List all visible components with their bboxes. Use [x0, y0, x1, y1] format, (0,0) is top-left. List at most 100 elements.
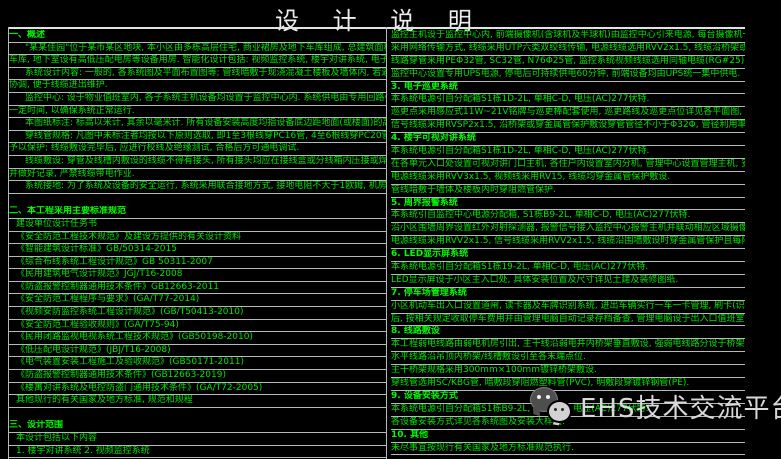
note-row: 本系统电源引自分配箱S1栋1D-2L, 单相C-D, 电压(AC)277伏特. [391, 94, 745, 108]
note-row: 《安全防范工程程序与要求》(GA/T77-2014) [9, 294, 386, 308]
note-row: 车库, 地下室设有高低压配电房等设备用房. 智能化设计包括: 视频监控系统, 楼… [9, 55, 386, 68]
note-row: 线路穿管采用PEΦ32管, SC32管, N76Φ25管, 监控系统视频线缆选用… [391, 56, 745, 69]
note-text: 本设计包括以下内容 [16, 433, 98, 443]
note-text: 穿线管选用SC/KBG管, 暗敷段穿阻燃塑料管(PVC), 明敷段穿镀锌钢管(P… [391, 378, 690, 389]
section-header-row: 4. 楼宇可视对讲系统 [391, 133, 745, 147]
note-row: 1. 楼宇对讲系统 2. 视频监控系统 [9, 446, 386, 459]
note-text: 水平线路沿吊顶内桥架/线槽敷设引至各末端点位. [391, 352, 586, 363]
note-text: 《电气装置安装工程施工及验收规范》(GB50171-2011) [16, 357, 244, 368]
note-row [9, 408, 386, 421]
note-text: LED显示屏设于小区主入口处, 具体安装位置及尺寸详见土建及装修图纸. [391, 274, 679, 285]
note-text: 9. 设备安装方式 [391, 390, 458, 401]
note-text: 本系统电源引自分配箱S1栋B9-2L, 单相C-D, 电压(AC)277伏特. [391, 403, 649, 414]
note-text: 小区机动车出入口设置道闸, 读卡器及车牌识别系统, 进出车辆实行一车一卡管理, … [391, 300, 745, 311]
note-row: 巡更点采用感应式11W~21V铭牌与巡更棒配套使用, 巡更路线及巡更点位详见各平… [391, 107, 745, 121]
note-row: 协调, 便于线缆进出维护. [9, 80, 386, 93]
note-text: 《低压配电设计规范》(JBJ/T16-2008) [16, 344, 171, 355]
section-header-row: 6. LED显示屏系统 [391, 249, 745, 263]
column-divider-line [386, 27, 387, 459]
note-row: 小区机动车出入口设置道闸, 读卡器及车牌识别系统, 进出车辆实行一车一卡管理, … [391, 301, 745, 314]
note-text: 《防盗报警控制器通用技术条件》GB12663-2011 [16, 281, 219, 292]
note-text: 车库, 地下室设有高低压配电房等设备用房. 智能化设计包括: 视频监控系统, 楼… [9, 55, 386, 66]
note-text: 采用网络传输方式, 线缆采用UTP六类双绞线传输, 电源线缆选用RVV2x1.5… [391, 42, 745, 53]
note-row: 电源线缆采用RVV2x1.5, 信号线缆采用RVV2x1.5, 线缆沿围墙敷设时… [391, 236, 745, 250]
note-text: 予以保护; 线缆敷设完毕后, 应进行校线及绝缘测试, 合格后方可通电调试. [9, 143, 300, 154]
note-text: 1. 楼宇对讲系统 2. 视频监控系统 [16, 445, 150, 456]
note-text: 建设单位设计任务书 [16, 218, 98, 229]
note-row: 本系统电源引自分配箱S1栋1D-2L, 单相C-D, 电压(AC)277伏特. [391, 146, 745, 159]
note-text: 主干桥架规格采用300mm×100mm镀锌桥架敷设. [391, 365, 597, 376]
note-row: 系统接地: 为了系统及设备的安全运行, 系统采用联合接地方式, 接地电阻不大于1… [9, 181, 386, 194]
note-row: 本图纸标注: 标高以米计, 其余以毫米计. 所有设备安装高度均指设备底边距地面(… [9, 118, 386, 131]
section-header-row: 3. 电子巡更系统 [391, 82, 745, 95]
section-header-row: 8. 线路敷设 [391, 326, 745, 340]
note-text: 10. 其他 [391, 429, 429, 440]
note-row: 沿小区围墙周界设置红外对射探测器, 报警信号接入监控中心报警主机并联动相应区域摄… [391, 223, 745, 237]
note-text: 《安全防范工程验收规则》(GA/T75-94) [16, 319, 179, 330]
note-row: 予以保护; 线缆敷设完毕后, 应进行校线及绝缘测试, 合格后方可通电调试. [9, 143, 386, 156]
note-row: 未尽事宜按现行有关国家及地方标准规范执行. [391, 443, 745, 456]
note-text: 监控主机设于监控中心内, 前端摄像机(含球机及半球机)由监控中心引来电源, 每台… [391, 30, 745, 40]
note-row: 《电气装置安装工程施工及验收规范》(GB50171-2011) [9, 357, 386, 371]
note-text: 各设备安装方式详见各系统图及安装大样图. [391, 416, 565, 427]
note-row: 监控中心设置专用UPS电源, 停电后可持续供电60分钟, 前端设备均由UPS统一… [391, 69, 745, 82]
note-text: 《安全防范工程技术规范》及建设方提供的有关设计资料 [16, 231, 242, 242]
note-text: 并做好记录, 严禁线缆带电作业. [9, 168, 135, 179]
speech-bubble-large-tail [533, 406, 540, 417]
note-row: 采用网络传输方式, 线缆采用UTP六类双绞线传输, 电源线缆选用RVV2x1.5… [391, 43, 745, 56]
note-row: 水平线路沿吊顶内桥架/线槽敷设引至各末端点位. [391, 352, 745, 366]
note-text: 《综合布线系统工程设计规范》GB 50311-2007 [16, 256, 213, 267]
note-text: 线路穿管采用PEΦ32管, SC32管, N76Φ25管, 监控系统视频线缆选用… [391, 55, 745, 66]
note-row: 《防盗报警控制器通用技术条件》GB12663-2011 [9, 282, 386, 295]
section-header-row: 二、本工程采用主要标准规范 [9, 206, 386, 219]
note-text: 未尽事宜按现行有关国家及地方标准规范执行. [391, 442, 574, 453]
note-text: 《智能建筑设计标准》GB/50314-2015 [16, 244, 177, 255]
sheet-title: 设 计 说 明 [275, 7, 485, 35]
section-header-row: 5. 周界报警系统 [391, 198, 745, 211]
note-row: 本工程弱电线路由弱电机房引出, 主干线沿弱电井内桥架垂直敷设, 强弱电线路分设于… [391, 339, 745, 353]
note-text: 8. 线路敷设 [391, 326, 440, 337]
speech-bubble-small [547, 400, 572, 423]
note-row: 主干桥架规格采用300mm×100mm镀锌桥架敷设. [391, 365, 745, 379]
note-text: 《民用闭路监视电视系统工程技术规范》(GB50198-2010) [16, 332, 253, 343]
note-row: 监控主机设于监控中心内, 前端摄像机(含球机及半球机)由监控中心引来电源, 每台… [391, 30, 745, 43]
note-text: 3. 电子巡更系统 [391, 81, 458, 92]
note-row: 本系统电源引自分配箱S1栋19-2L, 单相C-D, 电压(AC)277伏特. [391, 262, 745, 275]
note-text: 监控中心设置专用UPS电源, 停电后可持续供电60分钟, 前端设备均由UPS统一… [391, 68, 741, 79]
note-text: 巡更点采用感应式11W~21V铭牌与巡更棒配套使用, 巡更路线及巡更点位详见各平… [391, 107, 745, 118]
note-text: 《防盗报警控制器通用技术条件》(GB12663-2019) [16, 370, 226, 381]
note-row: 《综合布线系统工程设计规范》GB 50311-2007 [9, 257, 386, 270]
note-text: 6. LED显示屏系统 [391, 249, 469, 260]
note-row: 《视频安防监控系统工程设计规范》(GB/T50413-2010) [9, 307, 386, 320]
note-row: 监控中心: 设于物业值班室内, 各子系统主机设备均设置于监控中心内. 系统供电由… [9, 93, 386, 106]
note-row: 《楼寓对讲系统及电控防盗门通用技术条件》(GA/T72-2005) [9, 383, 386, 396]
note-text: 本系统电源引自分配箱S1栋1D-2L, 单相C-D, 电压(AC)277伏特. [391, 146, 650, 157]
note-row: 系统设计内容: 一般的, 各系统图及平面布置图等; 管线暗敷于现浇混凝土楼板及墙… [9, 68, 386, 81]
note-row: 并做好记录, 严禁线缆带电作业. [9, 169, 386, 182]
note-text: 本系统引自监控中心电源分配箱, S1栋B9-2L, 单相C-D, 电压(AC)2… [391, 210, 691, 221]
note-row: 一定时间, 以确保系统正常运行. [9, 106, 386, 119]
note-text: 其他现行的有关国家及地方标准, 规范和规程 [16, 395, 193, 406]
note-text: 一定时间, 以确保系统正常运行. [9, 105, 135, 116]
note-text: 后, 按相关规定收取停车费用并由管理电脑自动记录存档备查, 管理电脑设于出入口值… [391, 313, 745, 324]
note-row: 穿线管规格: 凡图中未标注者均按以下原则选取, 即1至3根线穿PC16管, 4至… [9, 131, 386, 144]
note-text: 《安全防范工程程序与要求》(GA/T77-2014) [16, 294, 200, 305]
title-rule-line [8, 27, 745, 29]
note-text: 《视频安防监控系统工程设计规范》(GB/T50413-2010) [16, 307, 244, 318]
note-row [9, 194, 386, 207]
note-row: 《安全防范工程技术规范》及建设方提供的有关设计资料 [9, 232, 386, 245]
note-row: 信号线缆采用RVSP2x1.5, 沿桥架或穿金属管保护敷设穿管管径不小于Φ32Φ… [391, 120, 745, 134]
note-row: 后, 按相关规定收取停车费用并由管理电脑自动记录存档备查, 管理电脑设于出入口值… [391, 314, 745, 327]
note-text: 系统设计内容: 一般的, 各系统图及平面布置图等; 管线暗敷于现浇混凝土楼板及墙… [25, 67, 386, 78]
note-text: 本图纸标注: 标高以米计, 其余以毫米计. 所有设备安装高度均指设备底边距地面(… [25, 118, 386, 129]
sheet-left-border [8, 27, 9, 459]
note-text: 电源线缆采用RVV2x1.5, 信号线缆采用RVV2x1.5, 线缆沿围墙敷设时… [391, 236, 745, 247]
note-row: 本设计包括以下内容 [9, 433, 386, 446]
notes-column-left: 一、概述 "某某佳园"位于某市某区地块, 本小区由多栋高层住宅, 商业裙房及地下车… [9, 30, 386, 459]
note-text: 管线暗敷于墙体及楼板内时穿阻燃管保护. [391, 184, 556, 195]
note-row: 《防盗报警控制器通用技术条件》(GB12663-2019) [9, 370, 386, 383]
note-row: 本系统引自监控中心电源分配箱, S1栋B9-2L, 单相C-D, 电压(AC)2… [391, 210, 745, 224]
note-text: 《楼寓对讲系统及电控防盗门通用技术条件》(GA/T72-2005) [16, 382, 263, 393]
note-row: 穿线管选用SC/KBG管, 暗敷段穿阻燃塑料管(PVC), 明敷段穿镀锌钢管(P… [391, 378, 745, 391]
